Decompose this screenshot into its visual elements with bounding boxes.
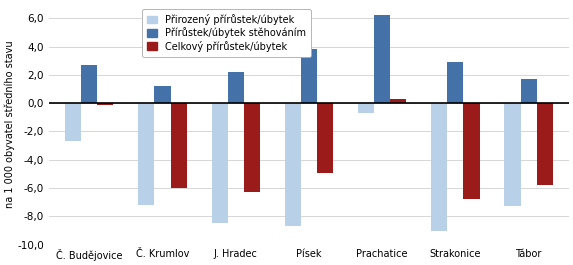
Bar — [374, 15, 390, 103]
Bar — [464, 103, 480, 199]
Bar — [285, 103, 301, 226]
Bar — [448, 62, 464, 103]
Bar — [171, 103, 187, 188]
Bar — [227, 72, 244, 103]
Bar — [317, 103, 333, 173]
Bar — [358, 103, 374, 113]
Bar — [431, 103, 448, 231]
Bar — [211, 103, 227, 223]
Bar — [65, 103, 81, 142]
Legend: Přirozený přírůstek/úbytek, Přírůstek/úbytek stěhováním, Celkový přírůstek/úbyte: Přirozený přírůstek/úbytek, Přírůstek/úb… — [142, 9, 311, 56]
Bar — [520, 79, 537, 103]
Bar — [81, 65, 97, 103]
Bar — [155, 86, 171, 103]
Bar — [97, 103, 113, 105]
Bar — [301, 50, 317, 103]
Bar — [138, 103, 155, 205]
Y-axis label: na 1 000 obyvatel středního stavu: na 1 000 obyvatel středního stavu — [4, 41, 15, 208]
Bar — [537, 103, 553, 185]
Bar — [504, 103, 520, 206]
Bar — [390, 99, 406, 103]
Bar — [244, 103, 260, 192]
